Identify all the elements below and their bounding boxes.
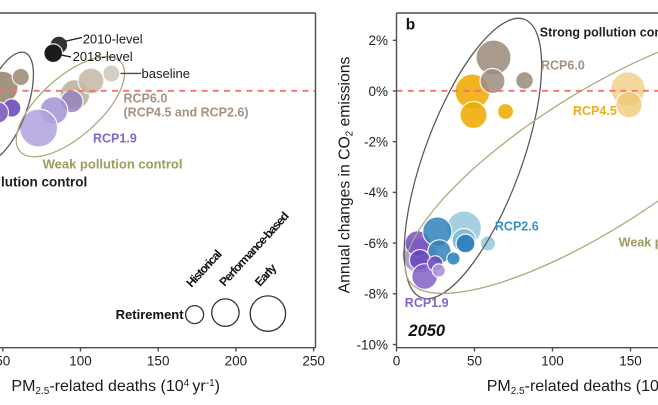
svg-text:-8%: -8% [364,287,388,302]
svg-text:RCP1.9: RCP1.9 [405,296,449,310]
svg-text:Weak pollution control: Weak pollution control [43,157,183,172]
svg-text:-6%: -6% [364,236,388,251]
svg-text:100: 100 [69,354,92,369]
svg-text:RCP4.5: RCP4.5 [573,104,617,118]
svg-text:-2%: -2% [364,135,388,150]
svg-text:Weak pollution control: Weak pollution control [619,236,658,250]
svg-text:2050: 2050 [407,322,446,340]
svg-text:(RCP4.5 and RCP2.6): (RCP4.5 and RCP2.6) [124,105,249,119]
svg-text:2018-level: 2018-level [73,49,133,64]
svg-text:Annual changes in CO2 emission: Annual changes in CO2 emissions [336,57,355,294]
svg-text:50: 50 [0,354,10,369]
svg-text:50: 50 [467,354,482,369]
svg-text:PM2.5-related deaths (104 yr-1: PM2.5-related deaths (104 yr-1) [487,378,658,397]
svg-text:250: 250 [302,354,325,369]
svg-text:-10%: -10% [356,337,388,352]
svg-text:RCP1.9: RCP1.9 [93,132,137,146]
svg-text:b: b [406,17,415,34]
svg-text:RCP6.0: RCP6.0 [124,92,168,106]
svg-text:PM2.5-related deaths (104 yr-1: PM2.5-related deaths (104 yr-1) [11,378,220,397]
svg-text:2%: 2% [368,33,388,48]
svg-text:baseline: baseline [142,66,190,81]
svg-text:RCP2.6: RCP2.6 [495,219,539,233]
svg-text:-4%: -4% [364,185,388,200]
svg-text:100: 100 [541,354,564,369]
svg-text:Retirement: Retirement [116,307,185,322]
svg-text:RCP6.0: RCP6.0 [541,59,585,73]
svg-text:Strong pollution control: Strong pollution control [0,175,87,190]
svg-text:200: 200 [225,354,248,369]
svg-text:2010-level: 2010-level [83,31,143,46]
svg-text:150: 150 [619,354,642,369]
svg-text:0: 0 [393,354,401,369]
svg-text:150: 150 [147,354,170,369]
svg-text:0%: 0% [368,84,388,99]
svg-text:Strong pollution control: Strong pollution control [540,25,658,39]
